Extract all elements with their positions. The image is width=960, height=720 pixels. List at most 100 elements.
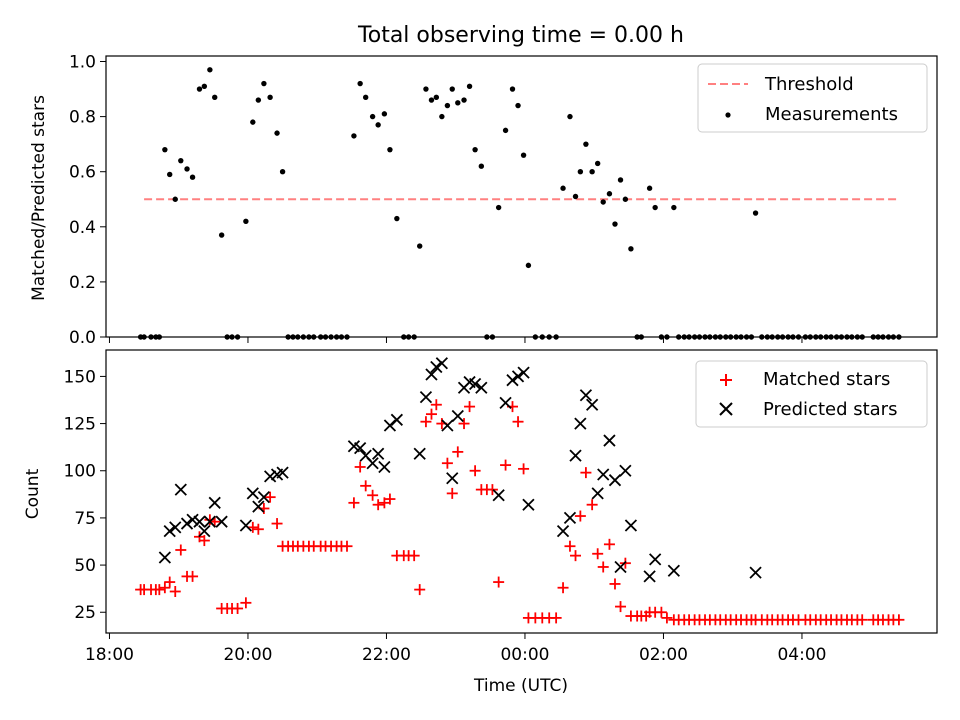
predicted-point (419, 391, 433, 404)
matched-point (586, 499, 598, 511)
predicted-point (563, 511, 577, 525)
matched-point (247, 521, 259, 533)
predicted-point (556, 524, 570, 538)
matched-point (204, 514, 216, 526)
bottom-y-axis-label: Count (23, 468, 43, 519)
x-axis-label: Time (UTC) (473, 676, 568, 696)
matched-point (512, 416, 524, 428)
bottom-y-tick-label: 100 (64, 462, 96, 482)
measurement-point (375, 122, 381, 128)
matched-point (580, 467, 592, 479)
predicted-point (614, 560, 627, 574)
measurement-point (279, 169, 286, 175)
predicted-point (591, 487, 604, 500)
bottom-x-tick-label: 00:00 (500, 645, 549, 665)
predicted-legend-swatch (719, 402, 733, 416)
predicted-point (492, 489, 505, 502)
predicted-point (252, 500, 265, 513)
bottom-axes: Count Time (UTC) 25 50 75 100 125 150 18:00 20… (23, 349, 938, 696)
measurement-point (502, 127, 509, 134)
top-y-tick-label: 0.6 (69, 163, 96, 183)
bottom-y-tick-label: 25 (74, 603, 96, 623)
predicted-point (475, 381, 488, 394)
bottom-y-tick-label: 125 (64, 415, 96, 435)
measurement-point (520, 152, 527, 158)
measurement-point (423, 86, 429, 92)
bottom-axes-frame (105, 349, 938, 634)
top-y-tick-label: 0.8 (69, 108, 96, 128)
measurement-point (455, 100, 461, 106)
measurement-point (189, 174, 196, 180)
measurement-point (449, 86, 455, 92)
predicted-point (180, 517, 194, 530)
measurement-point (433, 94, 440, 101)
matched-point (378, 497, 390, 509)
bottom-x-ticks: 18:00 20:00 22:00 00:00 02:00 04:00 (85, 633, 826, 665)
matched-legend-swatch (720, 374, 732, 386)
predicted-point (198, 524, 211, 538)
matched-point (655, 606, 667, 618)
measurement-point (172, 196, 178, 202)
measurement-point (387, 146, 393, 153)
measurement-point (472, 146, 478, 153)
measurement-point (577, 169, 584, 175)
measurement-point (196, 86, 203, 92)
predicted-point (390, 413, 403, 426)
measurement-point (628, 246, 634, 252)
predicted-point (163, 524, 176, 538)
measurement-point (394, 215, 400, 222)
measurement-point (369, 113, 376, 120)
measurement-point (622, 196, 629, 202)
matched-point (198, 535, 210, 547)
measurement-point (444, 102, 451, 109)
predicted-point (441, 419, 454, 432)
predicted-point (354, 441, 367, 455)
matched-point (240, 597, 252, 609)
predicted-point (263, 470, 277, 483)
predicted-point (430, 360, 443, 374)
top-y-ticks: 0.0 0.2 0.4 0.6 0.8 1.0 (69, 53, 106, 348)
matched-point (271, 518, 283, 530)
predicted-point (246, 487, 259, 500)
predicted-point (579, 389, 593, 402)
bottom-y-tick-label: 75 (74, 509, 96, 529)
predicted-point (435, 357, 448, 370)
measurement-point (509, 86, 516, 92)
predicted-point (517, 366, 530, 379)
matched-point (420, 416, 432, 428)
bottom-x-tick-label: 18:00 (85, 645, 134, 665)
matched-point (348, 497, 360, 509)
predicted-point (511, 370, 525, 383)
matched-point (354, 461, 366, 473)
measurement-point (201, 83, 208, 90)
measurement-point (184, 166, 190, 172)
predicted-point (451, 409, 464, 423)
matched-point (856, 614, 868, 626)
measurement-point (243, 218, 249, 224)
matched-point (452, 446, 464, 458)
predicted-point (276, 466, 289, 479)
matched-point (464, 401, 476, 413)
top-y-tick-label: 0.4 (69, 218, 96, 238)
predicted-point (574, 417, 587, 430)
predicted-point (193, 515, 206, 528)
predicted-point (624, 519, 638, 532)
bottom-x-tick-label: 04:00 (777, 645, 826, 665)
matched-point (169, 585, 181, 597)
predicted-point (186, 513, 199, 526)
measurement-point (495, 204, 502, 211)
matched-point (430, 399, 442, 411)
matched-point (609, 578, 621, 590)
predicted-point (203, 515, 217, 528)
top-legend-box (697, 63, 928, 133)
matched-point (592, 548, 604, 560)
bottom-legend: Matched stars Predicted stars (695, 360, 928, 428)
measurement-point (617, 177, 624, 183)
predicted-point (603, 434, 616, 447)
predicted-point (174, 483, 187, 496)
matched-point (615, 601, 627, 613)
predicted-point (446, 472, 459, 485)
predicted-point (569, 449, 582, 462)
predicted-point (585, 398, 599, 411)
